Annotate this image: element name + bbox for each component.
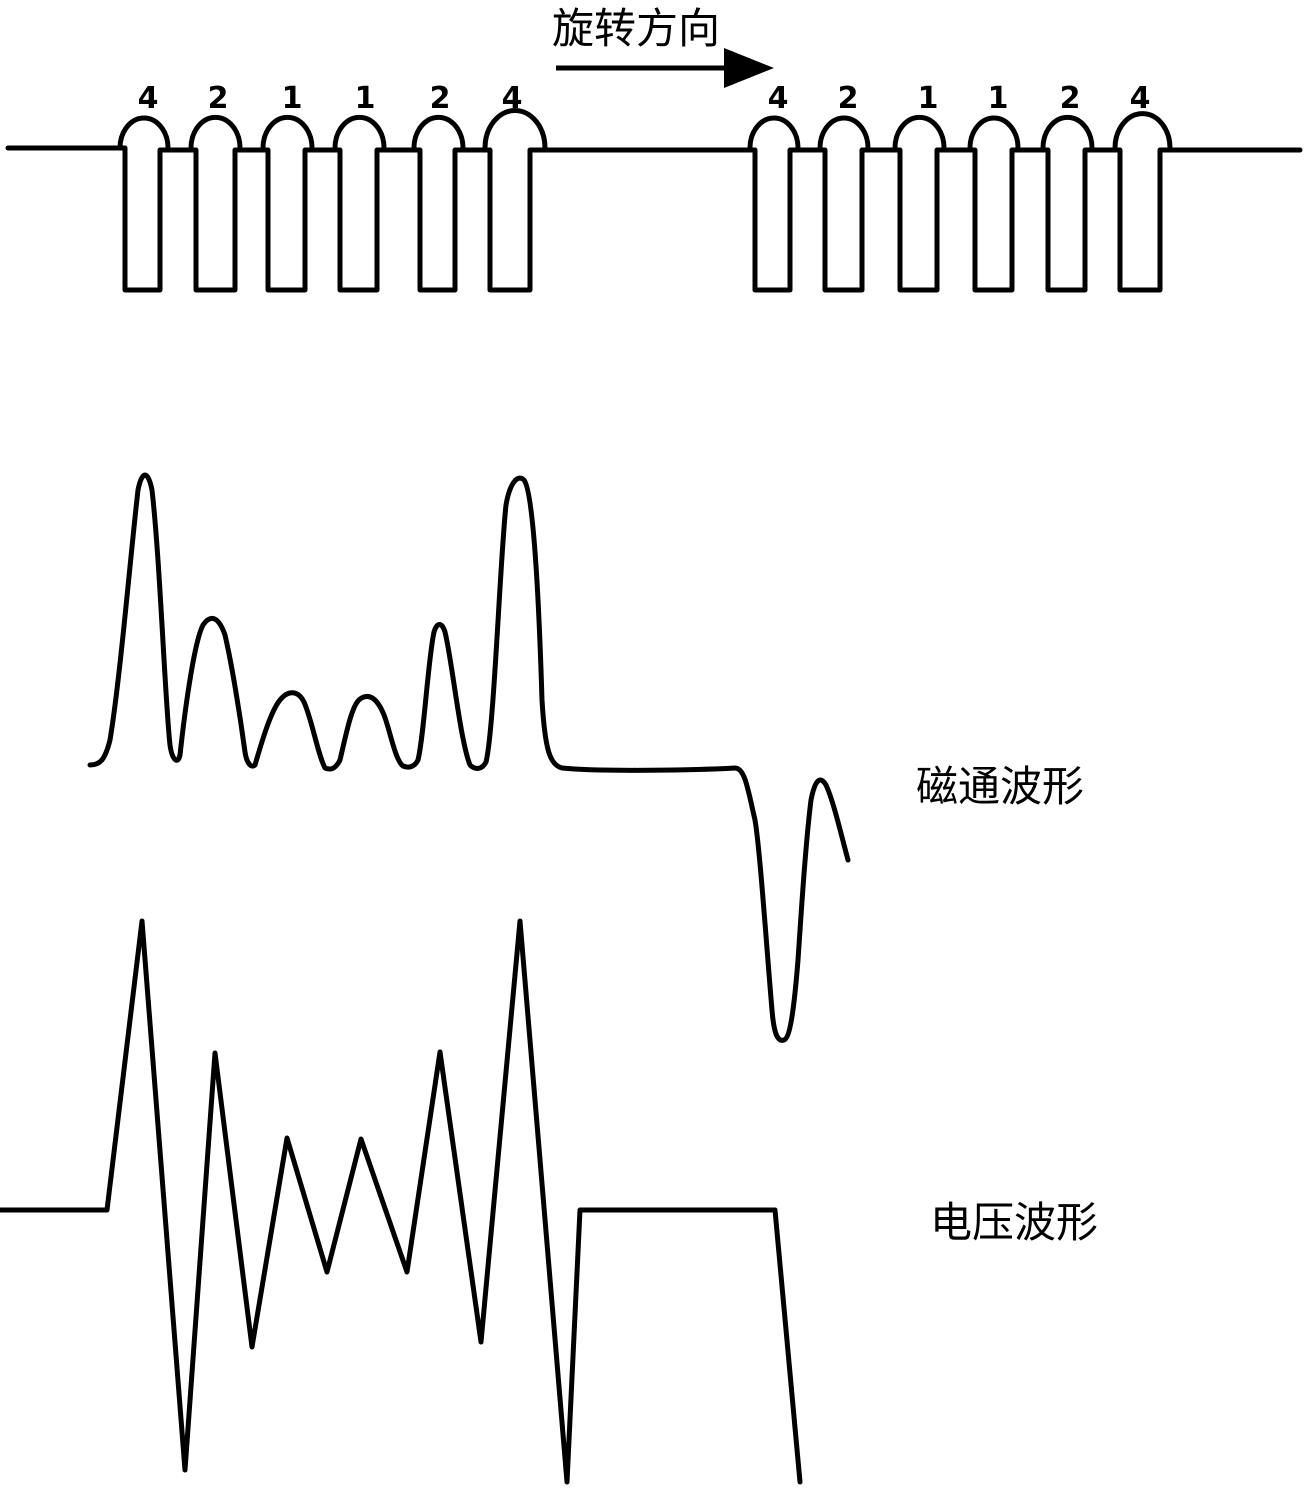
coil-arc bbox=[1112, 111, 1173, 151]
coil-arc bbox=[332, 114, 387, 151]
coil-number: 4 bbox=[768, 81, 789, 116]
coil-arc bbox=[817, 115, 871, 151]
coil-number: 2 bbox=[838, 81, 859, 116]
coil-arc bbox=[747, 115, 801, 151]
rotation-direction-label: 旋转方向 bbox=[552, 4, 721, 53]
coil-arc bbox=[482, 108, 548, 151]
coil-number: 2 bbox=[1060, 81, 1081, 116]
coil-arc bbox=[1040, 114, 1095, 151]
coil-number: 1 bbox=[988, 81, 1009, 116]
coil-number: 1 bbox=[282, 81, 303, 116]
flux-waveform-label: 磁通波形 bbox=[916, 762, 1085, 811]
coil-arc bbox=[260, 114, 315, 151]
coil-arc bbox=[892, 114, 947, 151]
coil-number: 1 bbox=[355, 81, 376, 116]
coil-numbers-left: 4 2 1 1 2 4 bbox=[138, 81, 523, 116]
coil-arc bbox=[188, 114, 243, 151]
flux-waveform bbox=[87, 472, 851, 1043]
coil-arcs-right bbox=[747, 111, 1173, 151]
coil-number: 2 bbox=[208, 81, 229, 116]
coil-numbers-right: 4 2 1 1 2 4 bbox=[768, 81, 1151, 116]
coil-arcs-left bbox=[117, 108, 548, 151]
coil-number: 4 bbox=[138, 81, 159, 116]
coil-number: 2 bbox=[430, 81, 451, 116]
coil-arc bbox=[967, 115, 1021, 151]
coil-number: 4 bbox=[502, 81, 523, 116]
voltage-waveform bbox=[0, 918, 803, 1485]
voltage-waveform-label: 电压波形 bbox=[930, 1198, 1099, 1247]
slot-baseline-left bbox=[5, 145, 751, 293]
coil-arc bbox=[117, 115, 171, 151]
coil-arc bbox=[411, 114, 466, 151]
slot-baseline-right bbox=[745, 147, 1303, 293]
coil-number: 1 bbox=[918, 81, 939, 116]
coil-number: 4 bbox=[1130, 81, 1151, 116]
